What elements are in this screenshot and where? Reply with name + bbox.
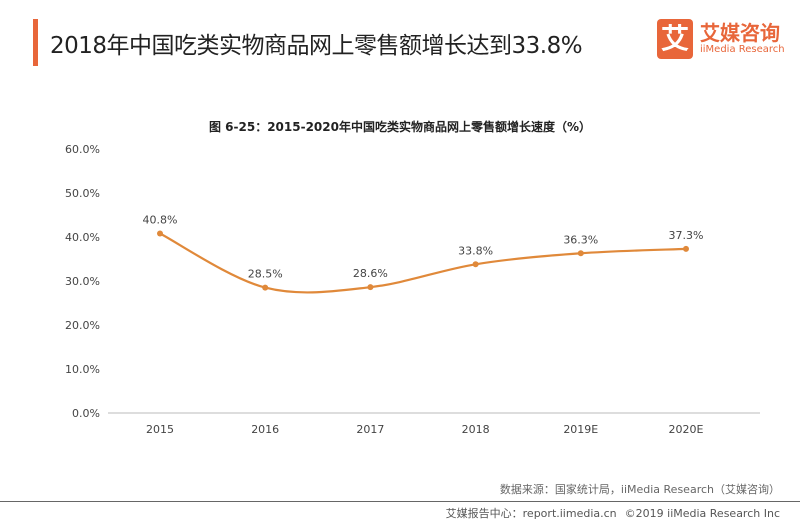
data-source: 数据来源：国家统计局，iiMedia Research（艾媒咨询）: [499, 483, 780, 496]
y-tick-label: 0.0%: [72, 407, 100, 420]
chart-title: 图 6-25：2015-2020年中国吃类实物商品网上零售额增长速度（%）: [208, 120, 591, 134]
y-tick-label: 50.0%: [65, 187, 100, 200]
data-label: 28.6%: [353, 267, 388, 280]
data-point: [157, 230, 163, 237]
y-tick-label: 60.0%: [65, 143, 100, 156]
y-tick-label: 40.0%: [65, 231, 100, 244]
x-tick-label: 2016: [251, 423, 279, 436]
data-label: 36.3%: [563, 233, 598, 246]
data-point: [262, 284, 269, 291]
data-label: 28.5%: [248, 268, 283, 281]
copyright: ©2019 iiMedia Research Inc: [624, 507, 780, 520]
logo-en: iiMedia Research: [700, 44, 785, 55]
series-line: [159, 232, 687, 294]
x-tick-label: 2017: [356, 423, 384, 436]
data-point: [367, 284, 374, 291]
data-point: [577, 250, 584, 257]
y-tick-label: 10.0%: [65, 363, 100, 376]
x-tick-label: 2020E: [669, 423, 704, 436]
y-tick-label: 30.0%: [65, 275, 100, 288]
data-label: 37.3%: [669, 229, 704, 242]
footer-divider: [0, 501, 800, 502]
title-accent-bar: [33, 19, 38, 66]
footer: 艾媒报告中心：report.iimedia.cn ©2019 iiMedia Re…: [438, 505, 780, 521]
x-tick-label: 2018: [462, 423, 490, 436]
line-chart: 0.0% 10.0% 20.0% 30.0% 40.0% 50.0% 60.0% 2015 20…: [65, 143, 760, 436]
x-tick-label: 2015: [146, 423, 174, 436]
data-label: 33.8%: [458, 244, 493, 257]
y-tick-label: 20.0%: [65, 319, 100, 332]
x-tick-label: 2019E: [563, 423, 598, 436]
data-point: [683, 245, 689, 252]
data-point: [472, 261, 479, 268]
logo-cn: 艾媒咨询: [700, 21, 780, 45]
logo-mark: 艾: [657, 19, 693, 59]
data-label: 40.8%: [143, 213, 178, 226]
page-title: 2018年中国吃类实物商品网上零售额增长达到33.8%: [50, 33, 583, 59]
report-center[interactable]: 艾媒报告中心：report.iimedia.cn: [445, 507, 617, 520]
